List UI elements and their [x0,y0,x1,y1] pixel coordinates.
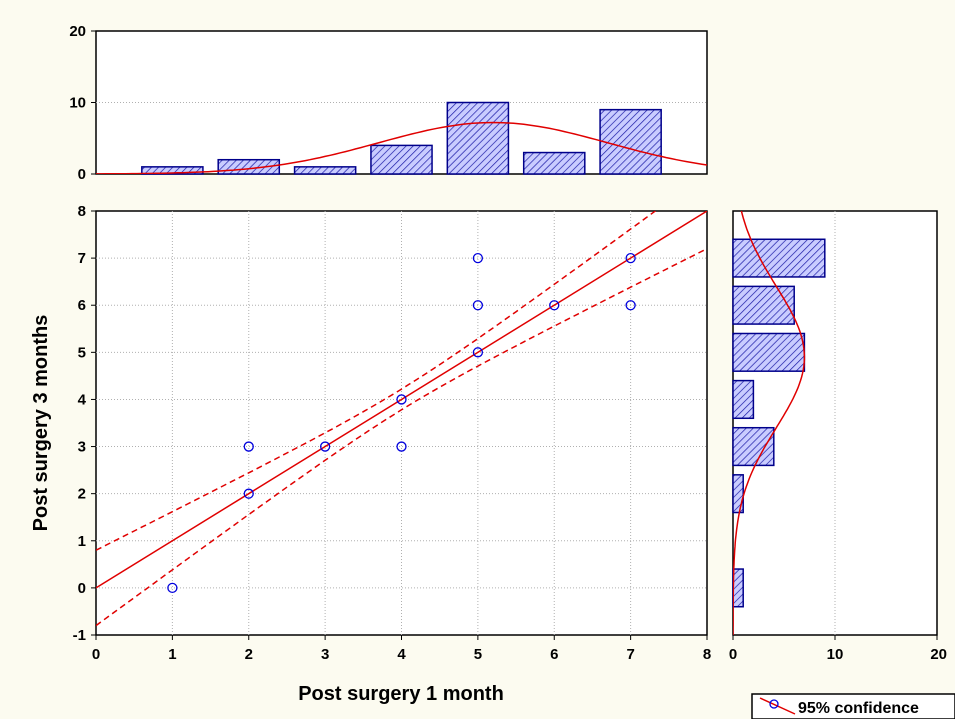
top-histogram-bars [141,101,662,175]
y-tick-label: 7 [78,250,86,267]
scatter-point [472,300,484,311]
right-histogram-bar [732,285,795,325]
x-tick-label: 6 [550,646,558,663]
regression-lines [96,211,707,627]
top-histogram-bar [522,151,586,175]
scatter-point [396,394,407,405]
top-histogram-bar [141,166,204,175]
legend-box [751,693,955,719]
legend-label: 95% confidence [798,700,919,717]
y-tick-label: 6 [78,297,86,314]
right-histogram-bar [732,379,755,420]
right-histogram-bar [732,568,744,608]
y-tick-label: 8 [78,203,86,220]
scatter-plot: 0 1 2 3 4 5 6 7 8 -1 0 1 2 3 4 5 6 7 8 [73,203,712,663]
scatter-point [243,441,254,452]
x-tick-label: 3 [321,646,329,663]
top-histogram-bar [293,166,357,175]
top-histogram-normal-fit [96,121,707,174]
legend-marker-swatch [769,699,779,709]
right-histogram-bar [732,238,826,278]
y-tick-label: -1 [73,627,86,644]
right-histogram-bar [732,332,806,372]
legend: 95% confidence [751,693,955,719]
x-tick-label: 2 [245,646,253,663]
y-tick-labels: -1 0 1 2 3 4 5 6 7 8 [73,203,96,644]
y-tick-label: 2 [78,486,86,503]
scatter-point [549,300,560,311]
top-histogram-bar [599,108,662,175]
right-normal-curve [733,211,806,635]
confidence-band-lower [96,248,707,627]
scatter-frame [95,210,708,636]
right-histogram-ticks: 0 10 20 [729,635,947,663]
y-axis-title: Post surgery 3 months [30,315,52,532]
right-histogram-frame [732,210,938,636]
top-histogram-ticks: 0 10 20 [69,23,96,183]
right-x-tick-label: 10 [827,646,844,663]
top-histogram-bar [446,101,510,175]
x-tick-label: 8 [703,646,711,663]
top-y-tick-label: 20 [69,23,86,40]
scatter-point [319,441,331,452]
top-y-tick-label: 0 [78,166,86,183]
x-tick-label: 1 [168,646,176,663]
x-tick-label: 4 [397,646,406,663]
y-tick-label: 4 [78,391,87,408]
x-tick-label: 5 [474,646,482,663]
y-tick-label: 3 [78,439,86,456]
top-histogram-bar [370,144,433,175]
scatter-point [472,252,484,264]
top-y-tick-label: 10 [69,95,86,112]
right-histogram-normal-fit [733,211,806,635]
top-histogram: 0 10 20 [69,23,708,183]
scatter-points [167,252,636,594]
regression-line [96,211,707,589]
top-normal-curve [96,121,707,174]
scatter-point [625,252,636,264]
scatter-point [625,300,636,311]
y-tick-label: 0 [78,580,86,597]
x-axis-title: Post surgery 1 month [298,683,504,705]
x-tick-labels: 0 1 2 3 4 5 6 7 8 [92,635,711,663]
y-tick-label: 5 [78,344,86,361]
right-histogram-bar [732,426,775,467]
x-tick-label: 0 [92,646,100,663]
y-tick-label: 1 [78,533,86,550]
right-histogram-bars [732,238,826,608]
right-x-tick-label: 20 [930,646,947,663]
right-histogram: 0 10 20 [729,210,947,663]
scatter-point [243,488,254,499]
right-histogram-bar [732,474,744,514]
x-tick-label: 7 [626,646,634,663]
confidence-band-upper [96,211,657,551]
scatter-point [167,582,178,594]
scatter-point [472,347,484,358]
scatter-point [396,441,407,452]
right-x-tick-label: 0 [729,646,737,663]
